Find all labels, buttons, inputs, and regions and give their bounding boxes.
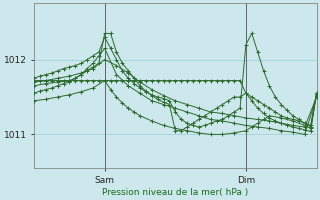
X-axis label: Pression niveau de la mer( hPa ): Pression niveau de la mer( hPa ) <box>102 188 248 197</box>
